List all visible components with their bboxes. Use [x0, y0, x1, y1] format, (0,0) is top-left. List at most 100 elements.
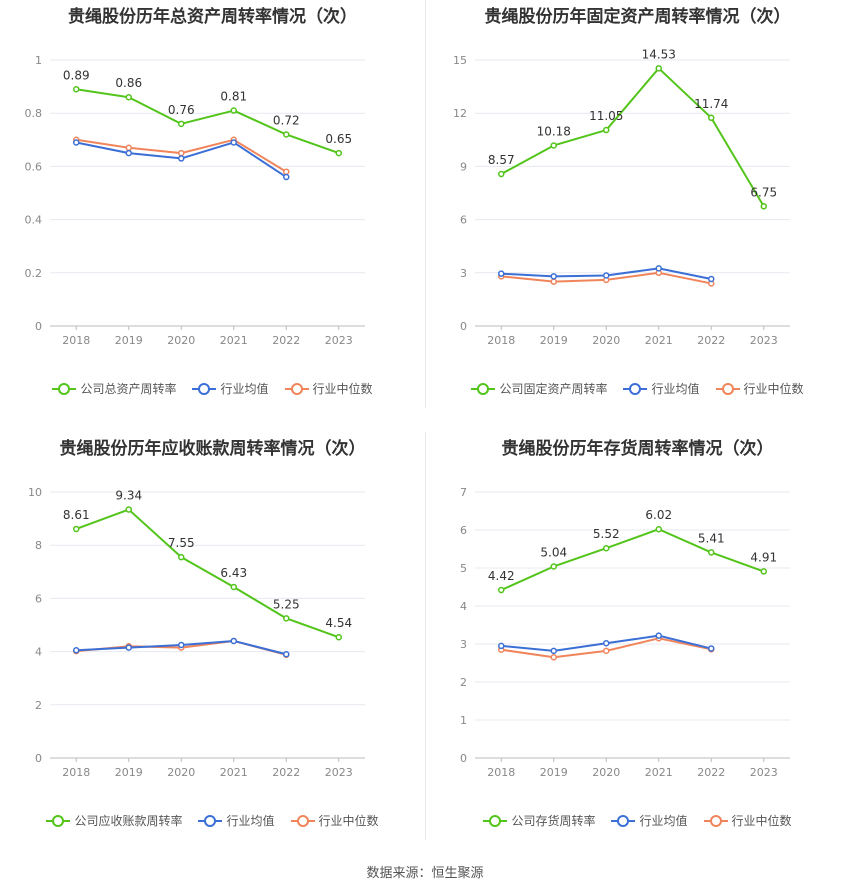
x-tick-label: 2023 [750, 334, 778, 347]
data-point [283, 168, 290, 175]
data-point [603, 544, 610, 552]
legend-item[interactable]: 行业中位数 [715, 380, 804, 397]
data-point [603, 272, 610, 279]
data-point [498, 170, 505, 178]
data-point [498, 586, 505, 594]
data-point [125, 93, 132, 101]
legend-label: 行业中位数 [312, 382, 373, 396]
chart-fixed-asset-turnover: 贵绳股份历年固定资产周转率情况（次） 0 3 6 9 12 15 2018 2019 2020 2… [425, 0, 850, 432]
data-point [550, 654, 557, 661]
x-tick-label: 2018 [62, 766, 90, 779]
data-point [550, 142, 557, 149]
chart-legend: 公司存货周转率 行业均值 行业中位数 [425, 812, 850, 829]
x-tick-label: 2022 [272, 334, 300, 347]
legend-marker-dot [58, 382, 71, 395]
data-point [283, 615, 290, 622]
y-tick-label: 10 [28, 486, 42, 499]
legend-item[interactable]: 行业均值 [611, 812, 688, 829]
data-label: 5.52 [593, 527, 620, 541]
legend-label: 行业中位数 [318, 814, 379, 828]
chart-title: 贵绳股份历年固定资产周转率情况（次） [484, 7, 791, 27]
data-point [73, 86, 80, 93]
x-tick-label: 2020 [592, 766, 620, 779]
data-point [708, 275, 715, 283]
data-point [603, 647, 610, 655]
legend-label: 行业中位数 [743, 382, 804, 396]
data-point [283, 131, 290, 138]
series-line [75, 508, 340, 639]
data-point [230, 583, 237, 591]
data-point [335, 633, 342, 641]
y-tick-label: 1 [35, 54, 42, 67]
legend-marker [46, 814, 71, 827]
data-point [550, 563, 557, 570]
y-tick-label: 1 [460, 714, 467, 727]
data-point [283, 173, 290, 181]
data-source-note: 数据来源：恒生聚源 [366, 866, 484, 881]
y-tick-label: 0 [460, 320, 467, 333]
legend-item[interactable]: 公司总资产周转率 [52, 380, 176, 397]
legend-item[interactable]: 公司存货周转率 [483, 812, 595, 829]
y-tick-label: 9 [460, 160, 467, 173]
data-label: 0.65 [325, 132, 352, 146]
y-tick-label: 2 [35, 699, 42, 712]
y-tick-label: 6 [460, 524, 467, 537]
legend-item[interactable]: 行业中位数 [284, 380, 373, 397]
legend-marker-dot [204, 814, 217, 827]
legend-marker-dot [617, 814, 630, 827]
data-point [125, 144, 132, 152]
data-label: 5.41 [698, 531, 725, 545]
data-label: 14.53 [642, 47, 676, 61]
y-tick-label: 8 [35, 539, 42, 552]
legend-item[interactable]: 公司固定资产周转率 [471, 380, 607, 397]
series-line [500, 67, 765, 207]
legend-marker-dot [52, 814, 65, 827]
data-label: 7.55 [168, 536, 195, 550]
chart-title: 贵绳股份历年应收账款周转率情况（次） [59, 439, 366, 459]
data-point [655, 65, 662, 72]
x-tick-label: 2020 [592, 334, 620, 347]
data-point [178, 149, 185, 157]
data-point [603, 126, 610, 134]
chart-total-asset-turnover: 贵绳股份历年总资产周转率情况（次） 0 0.2 0.4 0.6 0.8 1 2018 2019… [0, 0, 425, 432]
y-tick-label: 0 [35, 320, 42, 333]
data-point [178, 120, 185, 128]
legend-item[interactable]: 行业均值 [623, 380, 700, 397]
data-label: 4.42 [488, 569, 515, 583]
data-point [125, 149, 132, 157]
line-chart: 0 1 2 3 4 5 6 7 2018 2019 2020 2021 2022 2023 4.42 5.04… [460, 486, 790, 779]
legend-item[interactable]: 行业中位数 [290, 812, 379, 829]
legend-item[interactable]: 行业均值 [192, 380, 269, 397]
x-tick-label: 2019 [540, 766, 568, 779]
data-point [655, 525, 662, 533]
y-tick-label: 0 [35, 752, 42, 765]
legend-marker-dot [489, 814, 502, 827]
y-tick-label: 0 [460, 752, 467, 765]
data-label: 9.34 [115, 489, 142, 503]
data-point [550, 273, 557, 280]
legend-item[interactable]: 公司应收账款周转率 [46, 812, 182, 829]
x-tick-label: 2022 [272, 766, 300, 779]
legend-marker [290, 814, 315, 827]
legend-marker-dot [629, 382, 642, 395]
legend-marker-dot [290, 382, 303, 395]
legend-item[interactable]: 行业中位数 [703, 812, 792, 829]
legend-label: 公司存货周转率 [511, 814, 596, 828]
data-point [178, 641, 185, 649]
legend-label: 公司固定资产周转率 [499, 382, 608, 396]
y-tick-label: 5 [460, 562, 467, 575]
data-point [73, 139, 80, 146]
data-point [283, 651, 290, 658]
x-tick-label: 2022 [697, 334, 725, 347]
chart-receivables-turnover: 贵绳股份历年应收账款周转率情况（次） 0 2 4 6 8 10 2018 2019 2020 20… [0, 432, 425, 864]
legend-marker [611, 814, 636, 827]
x-tick-label: 2023 [750, 766, 778, 779]
x-tick-label: 2021 [645, 766, 673, 779]
x-tick-label: 2023 [325, 766, 353, 779]
x-tick-label: 2020 [167, 766, 195, 779]
x-tick-label: 2018 [487, 334, 515, 347]
data-label: 5.25 [273, 597, 300, 611]
legend-item[interactable]: 行业均值 [198, 812, 275, 829]
data-label: 6.43 [220, 566, 247, 580]
